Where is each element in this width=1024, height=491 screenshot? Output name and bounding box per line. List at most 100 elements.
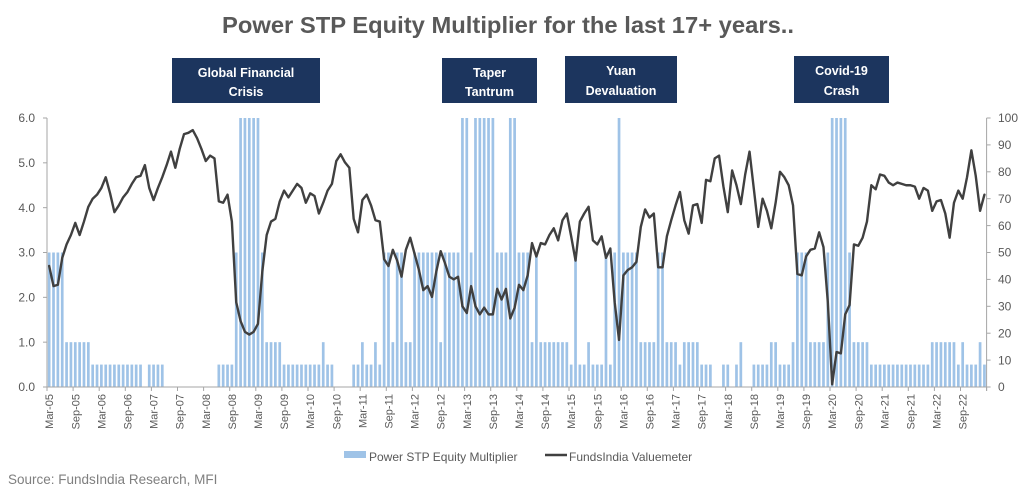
- right-axis-tick-label: 70: [998, 192, 1012, 206]
- multiplier-bar: [378, 364, 382, 387]
- valuemeter-point: [205, 160, 207, 162]
- x-axis-tick-label: Sep-12: [436, 394, 448, 429]
- multiplier-bar: [461, 118, 464, 387]
- x-axis-tick-label: Mar-12: [410, 394, 422, 429]
- multiplier-bar: [217, 364, 221, 387]
- annotation-box: [172, 58, 320, 103]
- x-axis-tick-label: Mar-09: [253, 394, 265, 429]
- multiplier-bar: [221, 364, 225, 387]
- valuemeter-point: [927, 189, 929, 191]
- valuemeter-point: [874, 188, 876, 190]
- valuemeter-point: [822, 246, 824, 248]
- multiplier-bar: [387, 252, 390, 387]
- multiplier-bar: [369, 364, 373, 387]
- valuemeter-point: [666, 235, 668, 237]
- valuemeter-point: [118, 204, 120, 206]
- valuemeter-point: [783, 176, 785, 178]
- valuemeter-point: [248, 333, 250, 335]
- valuemeter-point: [553, 227, 555, 229]
- multiplier-bar: [939, 342, 943, 387]
- multiplier-bar: [47, 252, 51, 387]
- valuemeter-point: [492, 313, 494, 315]
- x-axis-tick-label: Sep-08: [227, 394, 239, 429]
- valuemeter-point: [587, 206, 589, 208]
- multiplier-bar: [983, 364, 986, 387]
- valuemeter-point: [91, 198, 93, 200]
- multiplier-bar: [82, 342, 86, 387]
- valuemeter-point: [896, 181, 898, 183]
- valuemeter-point: [431, 296, 433, 298]
- multiplier-bar: [274, 342, 277, 387]
- multiplier-bar: [900, 364, 904, 387]
- valuemeter-point: [52, 285, 54, 287]
- multiplier-bar: [260, 252, 264, 387]
- x-axis-tick-label: Mar-06: [96, 394, 108, 429]
- multiplier-bar: [561, 342, 564, 387]
- valuemeter-point: [505, 288, 507, 290]
- x-axis-tick-label: Sep-11: [383, 394, 395, 429]
- valuemeter-point: [761, 198, 763, 200]
- valuemeter-point: [714, 157, 716, 159]
- valuemeter-point: [422, 289, 424, 291]
- left-axis-tick-label: 3.0: [18, 246, 35, 260]
- valuemeter-point: [148, 187, 150, 189]
- left-axis-tick-label: 6.0: [18, 111, 35, 125]
- valuemeter-point: [200, 148, 202, 150]
- valuemeter-point: [435, 270, 437, 272]
- valuemeter-point: [257, 323, 259, 325]
- multiplier-bar: [300, 364, 303, 387]
- valuemeter-point: [975, 175, 977, 177]
- valuemeter-point: [370, 204, 372, 206]
- valuemeter-point: [579, 220, 581, 222]
- axes: [43, 117, 991, 391]
- valuemeter-point: [700, 222, 702, 224]
- multiplier-bar: [521, 252, 525, 387]
- valuemeter-point: [213, 157, 215, 159]
- multiplier-bar: [295, 364, 299, 387]
- x-axis-tick-label: Mar-08: [201, 394, 213, 429]
- x-axis-tick-label: Mar-21: [879, 394, 891, 429]
- multiplier-bar: [269, 342, 273, 387]
- multiplier-bar: [448, 252, 451, 387]
- left-axis-tick-label: 0.0: [18, 380, 35, 394]
- valuemeter-point: [135, 176, 137, 178]
- multiplier-bar: [552, 342, 556, 387]
- valuemeter-point: [692, 204, 694, 206]
- valuemeter-point: [627, 269, 629, 271]
- valuemeter-point: [292, 189, 294, 191]
- multiplier-bar: [434, 252, 438, 387]
- valuemeter-point: [170, 150, 172, 152]
- multiplier-bar: [356, 364, 360, 387]
- valuemeter-point: [600, 235, 602, 237]
- multiplier-bar: [252, 118, 255, 387]
- multiplier-bar: [761, 364, 764, 387]
- multiplier-bar: [330, 364, 334, 387]
- valuemeter-point: [853, 243, 855, 245]
- valuemeter-point: [453, 278, 455, 280]
- multiplier-bar: [147, 364, 151, 387]
- multiplier-bar: [765, 364, 769, 387]
- multiplier-bar: [430, 252, 434, 387]
- valuemeter-point: [905, 184, 907, 186]
- multiplier-bar: [291, 364, 295, 387]
- annotation-line: Tantrum: [465, 85, 514, 99]
- valuemeter-point: [444, 262, 446, 264]
- valuemeter-point: [105, 176, 107, 178]
- multiplier-bar: [896, 364, 899, 387]
- multiplier-bar: [130, 364, 134, 387]
- multiplier-bar: [608, 364, 612, 387]
- multiplier-bar: [313, 364, 316, 387]
- multiplier-bar: [961, 342, 965, 387]
- valuemeter-point: [344, 161, 346, 163]
- multiplier-bar: [800, 252, 804, 387]
- valuemeter-point: [518, 284, 520, 286]
- valuemeter-point: [383, 258, 385, 260]
- x-axis-tick-label: Mar-10: [305, 394, 317, 429]
- valuemeter-point: [418, 269, 420, 271]
- valuemeter-point: [196, 137, 198, 139]
- valuemeter-point: [409, 237, 411, 239]
- valuemeter-point: [509, 317, 511, 319]
- valuemeter-point: [387, 265, 389, 267]
